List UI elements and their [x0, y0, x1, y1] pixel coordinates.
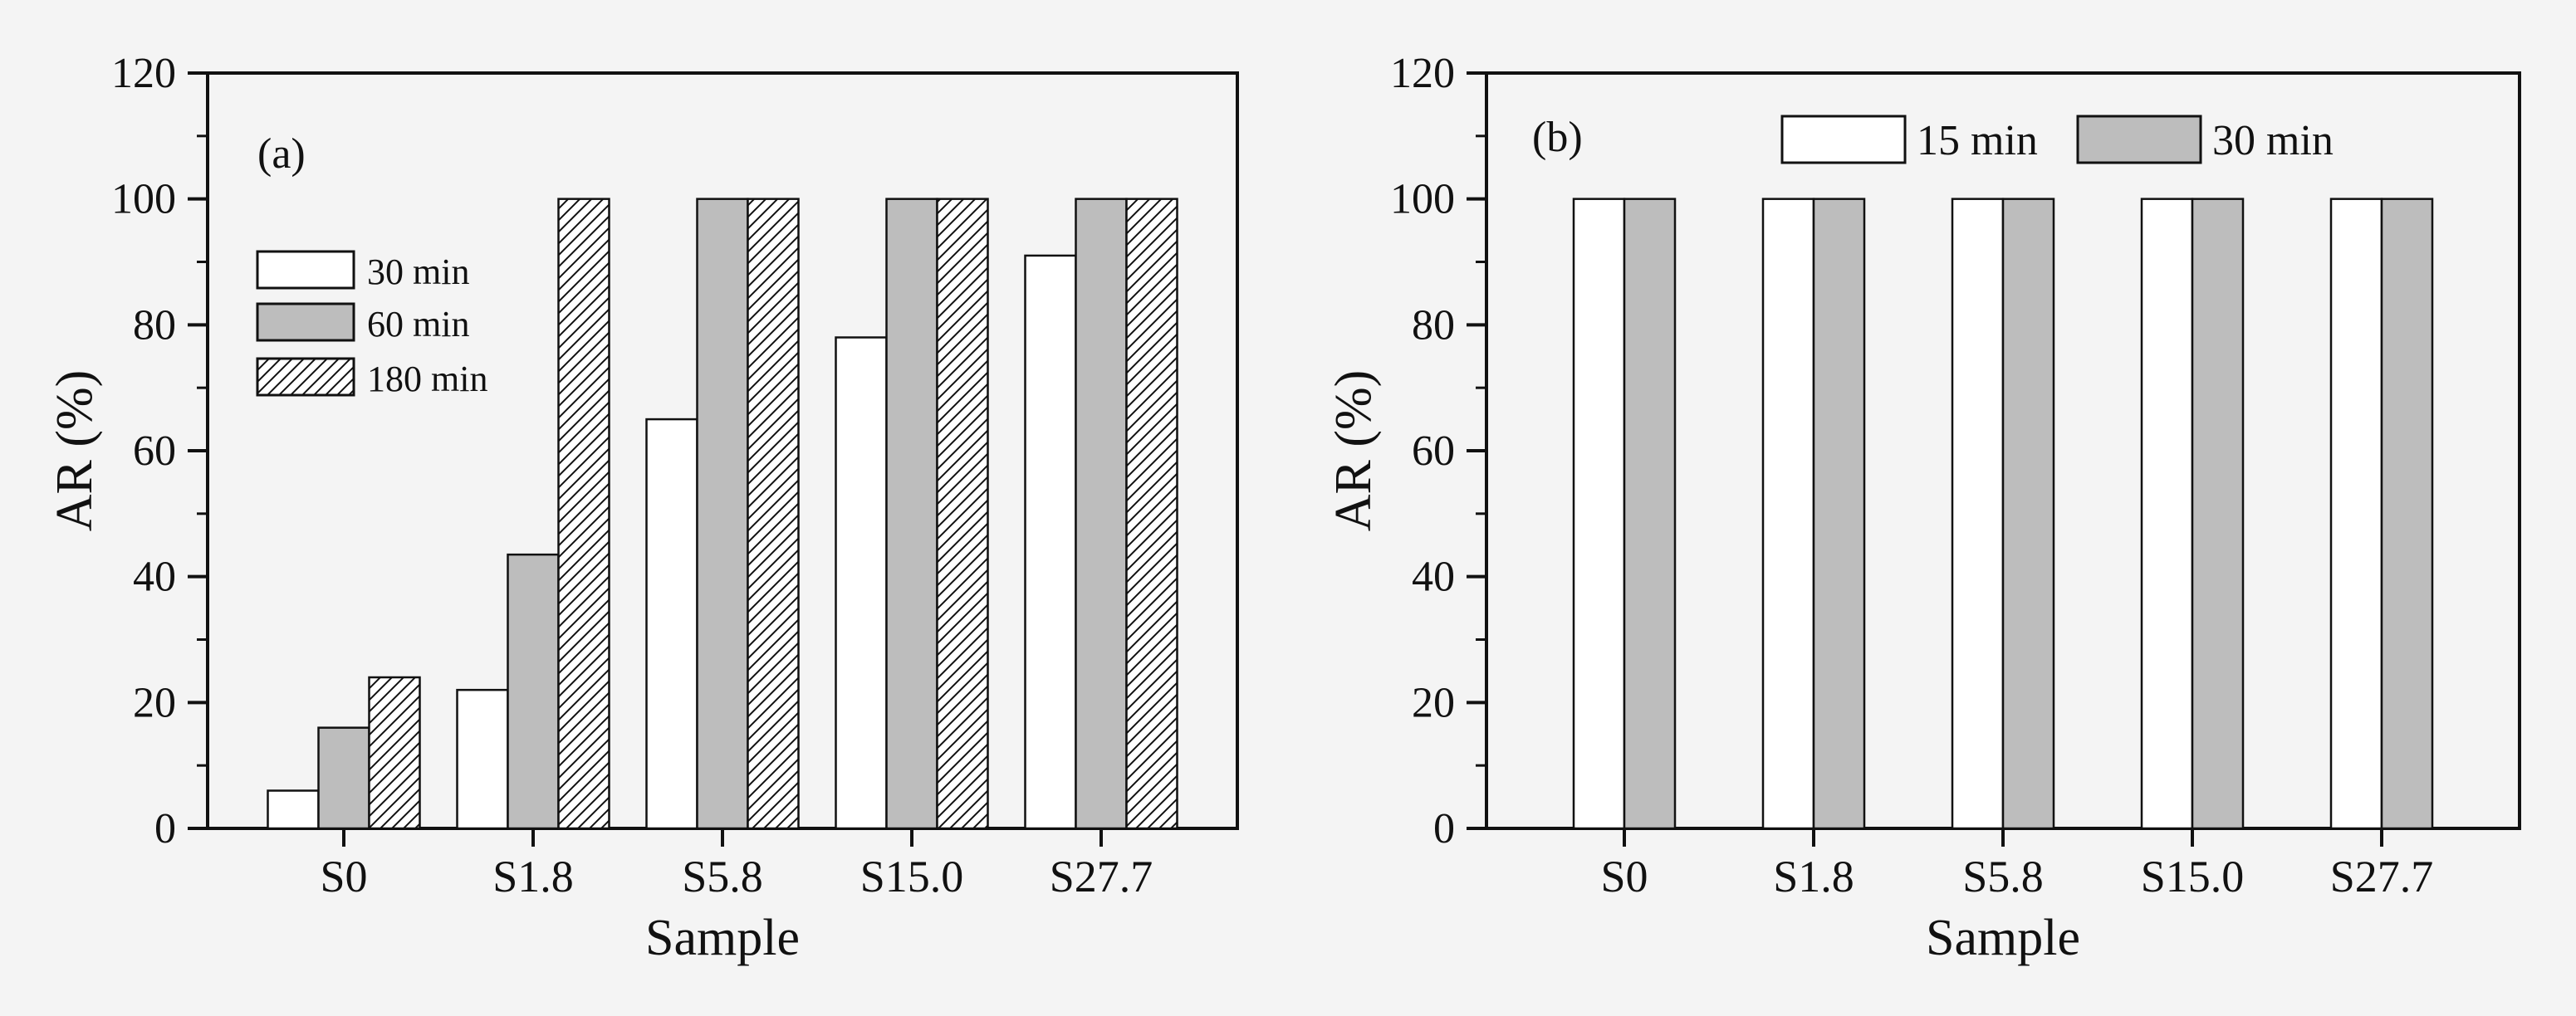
x-tick-label: S15.0: [2141, 852, 2245, 901]
y-tick-label: 20: [1412, 679, 1455, 726]
bar-30-min-S27.7: [1024, 254, 1077, 830]
bar-30-min-S15.0: [835, 336, 888, 830]
legend-item: 180 min: [256, 357, 487, 399]
y-tick-label: 80: [1412, 301, 1455, 349]
bar-15-min-S1.8: [1761, 198, 1815, 830]
x-tick-label: S0: [1600, 852, 1648, 901]
legend-swatch-hatch: [256, 357, 355, 397]
x-tick-label: S27.7: [2330, 852, 2434, 901]
y-tick-label: 20: [133, 679, 176, 726]
legend-item: 30 min: [2076, 115, 2334, 164]
bar-30-min-S0: [1623, 198, 1677, 830]
x-tick-label: S15.0: [860, 852, 964, 901]
panel-label: (a): [257, 130, 306, 178]
y-tick-label: 100: [1390, 176, 1455, 223]
bar-30-min-S5.8: [645, 418, 698, 830]
y-tick-label: 0: [1433, 805, 1455, 852]
x-tick-label: S5.8: [1962, 852, 2044, 901]
bar-60-min-S0: [317, 726, 370, 830]
bar-60-min-S15.0: [885, 198, 938, 830]
bar-60-min-S27.7: [1075, 198, 1128, 830]
x-tick-label: S5.8: [682, 852, 763, 901]
y-tick-label: 60: [133, 427, 176, 475]
x-tick-label: S1.8: [492, 852, 574, 901]
x-tick-label: S27.7: [1050, 852, 1153, 901]
y-axis-title: AR (%): [47, 370, 103, 532]
bar-15-min-S0: [1572, 198, 1626, 830]
x-axis-title: Sample: [1926, 910, 2080, 966]
y-axis-ticks: 0 20 40 60 80 100 120: [111, 50, 208, 852]
legend-label: 180 min: [367, 359, 487, 399]
legend-label: 60 min: [367, 304, 469, 344]
legend: 15 min 30 min: [1780, 115, 2334, 164]
x-axis-title: Sample: [645, 910, 800, 966]
bar-60-min-S1.8: [507, 553, 560, 830]
bar-30-min-S1.8: [456, 688, 509, 830]
legend-item: 60 min: [256, 302, 469, 344]
bar-15-min-S15.0: [2140, 198, 2194, 830]
bar-60-min-S5.8: [696, 198, 749, 830]
legend-label: 15 min: [1917, 117, 2038, 164]
panel-a: 0 20 40 60 80 100 120 S0 S1.8 S5.8 S15.0 S27.7 (a)…: [47, 50, 1239, 966]
panel-b: 0 20 40 60 80 100 120 S0 S1.8 S5.8 S15.0 S27.7 (b)…: [1325, 50, 2521, 966]
bar-180-min-S15.0: [936, 198, 989, 830]
y-axis-title: AR (%): [1325, 370, 1382, 532]
legend-swatch-gray: [2076, 115, 2202, 164]
legend-item: 15 min: [1780, 115, 2038, 164]
y-tick-label: 60: [1412, 427, 1455, 475]
bar-180-min-S5.8: [747, 198, 800, 830]
bar-15-min-S27.7: [2329, 198, 2383, 830]
y-tick-label: 120: [111, 50, 176, 97]
legend-swatch-gray: [256, 302, 355, 342]
legend-item: 30 min: [256, 250, 469, 292]
bars: [267, 198, 1178, 830]
y-tick-label: 100: [111, 176, 176, 223]
x-axis-ticks: S0 S1.8 S5.8 S15.0 S27.7: [320, 828, 1153, 901]
y-tick-label: 40: [133, 554, 176, 601]
bar-30-min-S27.7: [2380, 198, 2434, 830]
legend-swatch-white: [1780, 115, 1907, 164]
y-tick-label: 80: [133, 301, 176, 349]
y-tick-label: 120: [1390, 50, 1455, 97]
legend: 30 min 60 min 180 min: [256, 250, 487, 399]
y-axis-ticks: 0 20 40 60 80 100 120: [1390, 50, 1486, 852]
legend-label: 30 min: [367, 252, 469, 292]
y-tick-label: 0: [154, 805, 176, 852]
legend-label: 30 min: [2212, 117, 2334, 164]
bar-15-min-S5.8: [1951, 198, 2005, 830]
x-axis-ticks: S0 S1.8 S5.8 S15.0 S27.7: [1600, 828, 2433, 901]
x-tick-label: S0: [320, 852, 367, 901]
bar-30-min-S1.8: [1812, 198, 1866, 830]
bar-30-min-S5.8: [2001, 198, 2055, 830]
y-tick-label: 40: [1412, 554, 1455, 601]
bar-180-min-S0: [368, 676, 421, 830]
panel-label: (b): [1532, 114, 1583, 161]
bar-30-min-S15.0: [2191, 198, 2245, 830]
bar-180-min-S27.7: [1125, 198, 1178, 830]
legend-swatch-white: [256, 250, 355, 290]
x-tick-label: S1.8: [1773, 852, 1854, 901]
bars: [1572, 198, 2434, 830]
bar-30-min-S0: [267, 789, 320, 830]
bar-180-min-S1.8: [557, 198, 610, 830]
